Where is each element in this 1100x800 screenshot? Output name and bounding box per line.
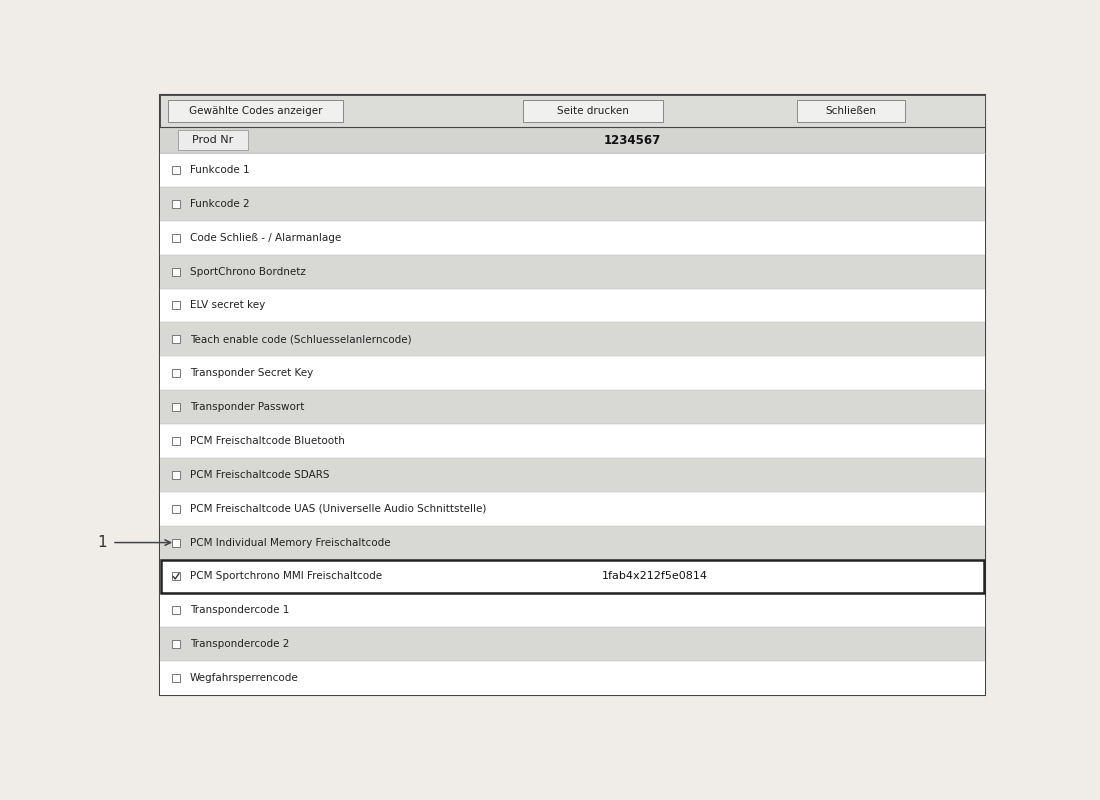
Text: Prod Nr: Prod Nr [192,135,233,145]
Bar [161,560,984,593]
Bar [160,356,984,390]
Bar [160,153,984,187]
Text: Transponder Secret Key: Transponder Secret Key [190,368,314,378]
Bar [160,559,984,594]
Text: PCM Freischaltcode UAS (Universelle Audio Schnittstelle): PCM Freischaltcode UAS (Universelle Audi… [190,504,486,514]
Bar [798,100,905,122]
Bar [160,594,984,627]
Bar [160,289,984,322]
Bar [160,95,984,127]
Bar [172,538,180,546]
Text: 1fab4x212f5e0814: 1fab4x212f5e0814 [602,571,708,582]
Bar [160,458,984,492]
Text: PCM Individual Memory Freischaltcode: PCM Individual Memory Freischaltcode [190,538,390,547]
Text: Transpondercode 2: Transpondercode 2 [190,639,289,649]
Bar [172,674,180,682]
Text: PCM Freischaltcode SDARS: PCM Freischaltcode SDARS [190,470,330,480]
Bar [160,390,984,424]
Text: Schließen: Schließen [825,106,877,116]
Text: Code Schließ - / Alarmanlage: Code Schließ - / Alarmanlage [190,233,341,242]
Text: Wegfahrsperrencode: Wegfahrsperrencode [190,673,299,683]
Bar [160,424,984,458]
Bar [178,130,248,150]
Bar [172,606,180,614]
Text: Teach enable code (Schluesselanlerncode): Teach enable code (Schluesselanlerncode) [190,334,411,344]
Text: SportChrono Bordnetz: SportChrono Bordnetz [190,266,306,277]
Bar [160,526,984,559]
Bar [160,254,984,289]
Text: a passion for parts since 1985: a passion for parts since 1985 [440,383,820,557]
Bar [160,627,984,661]
Bar [160,127,984,153]
Bar [522,100,663,122]
Text: Gewählte Codes anzeiger: Gewählte Codes anzeiger [189,106,322,116]
Bar [172,200,180,208]
Bar [172,369,180,377]
Text: PCM Sportchrono MMI Freischaltcode: PCM Sportchrono MMI Freischaltcode [190,571,382,582]
Bar [172,437,180,445]
Text: 1234567: 1234567 [604,134,661,146]
Bar [172,505,180,513]
Bar [172,335,180,343]
Text: Funkcode 2: Funkcode 2 [190,199,250,209]
Bar [160,221,984,254]
Bar [172,471,180,479]
Bar [172,573,180,581]
Bar [160,492,984,526]
Text: Transpondercode 1: Transpondercode 1 [190,606,289,615]
Bar [172,640,180,648]
Bar [172,166,180,174]
Bar [160,95,984,695]
Bar [172,403,180,411]
Bar [168,100,343,122]
Bar [160,187,984,221]
Bar [160,322,984,356]
Bar [160,661,984,695]
Text: 1: 1 [97,535,107,550]
Text: ELV secret key: ELV secret key [190,301,265,310]
Bar [172,267,180,275]
Bar [172,302,180,310]
Text: Seite drucken: Seite drucken [557,106,629,116]
Text: PCM Freischaltcode Bluetooth: PCM Freischaltcode Bluetooth [190,436,345,446]
Bar [172,234,180,242]
Text: Transponder Passwort: Transponder Passwort [190,402,305,412]
Text: Funkcode 1: Funkcode 1 [190,165,250,175]
